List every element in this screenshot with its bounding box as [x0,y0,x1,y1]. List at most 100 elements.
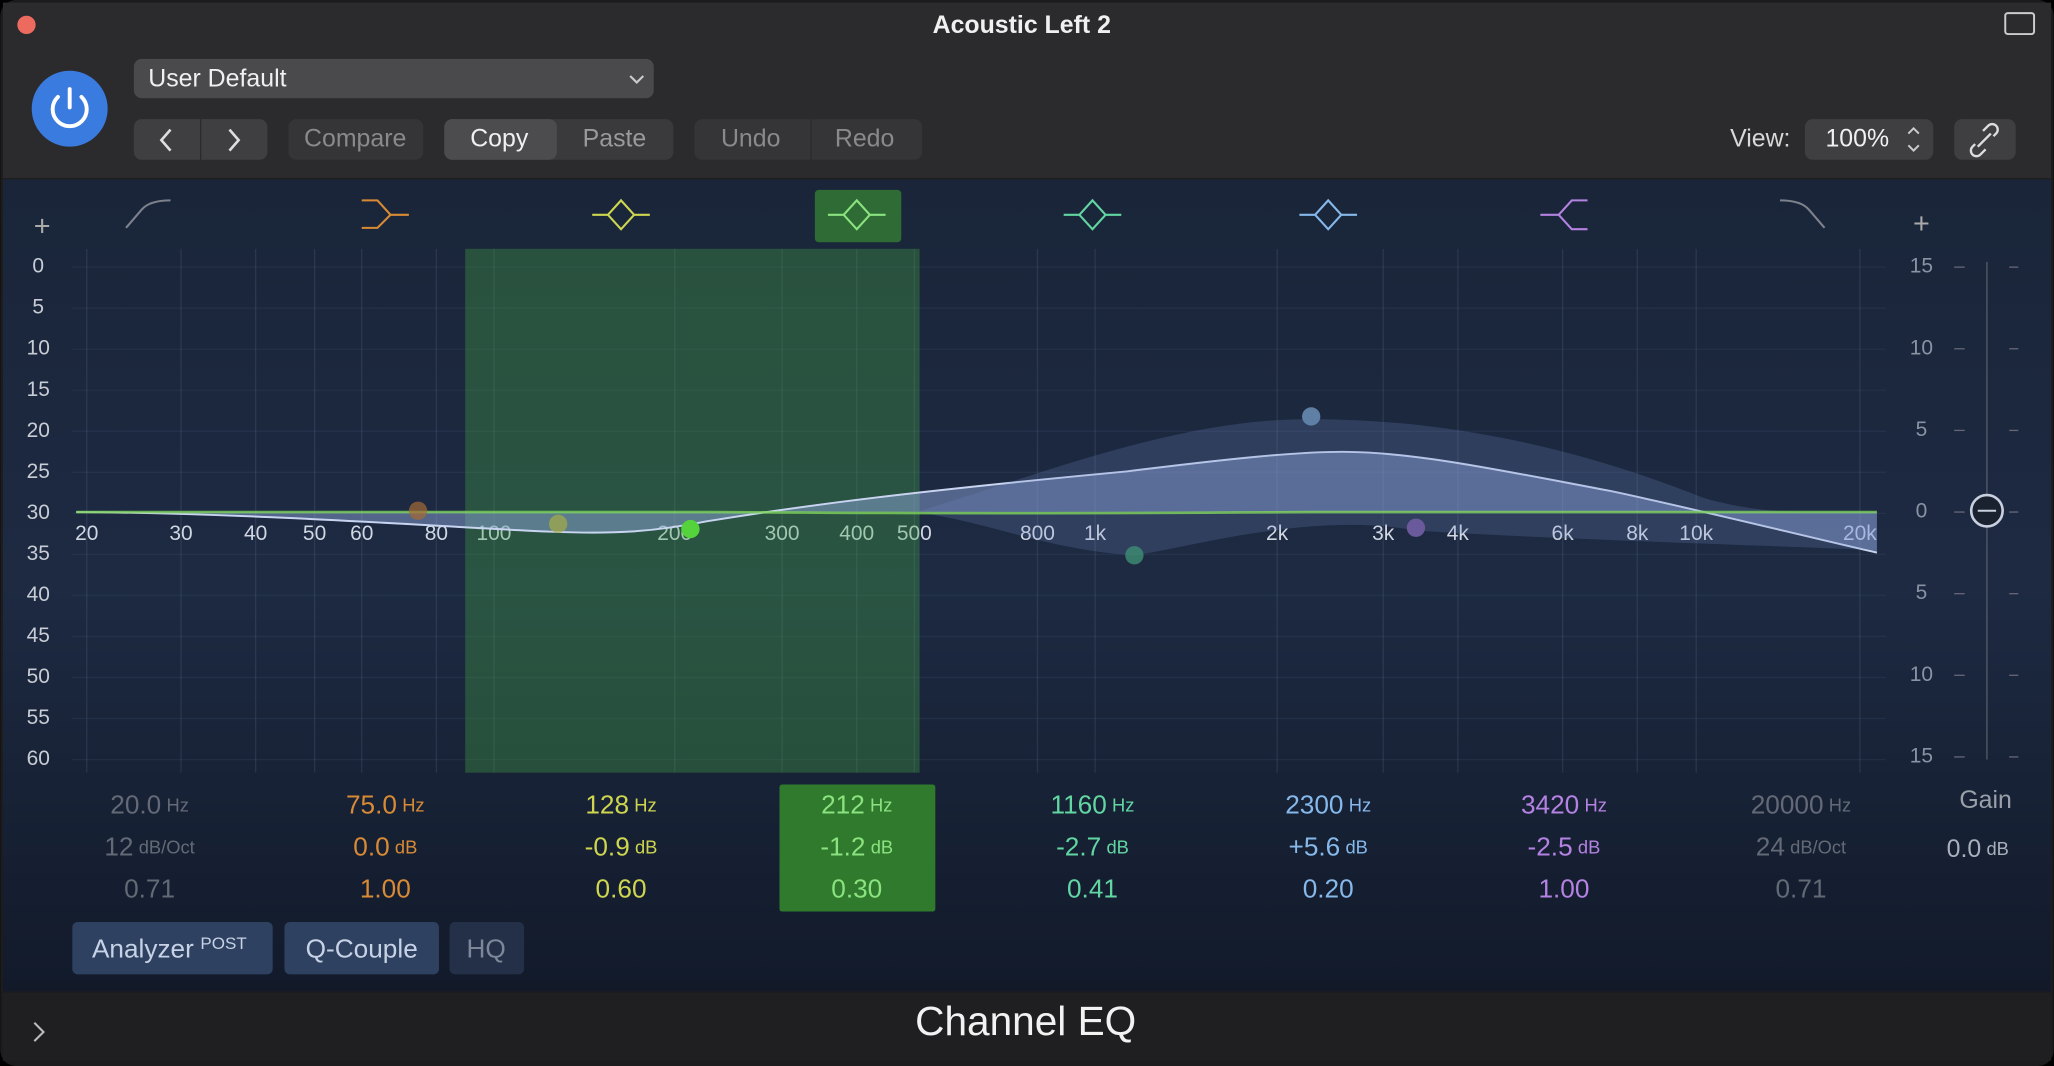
band-icon[interactable] [1299,198,1358,231]
left-axis-label: 30 [27,501,50,524]
freq-label: 50 [303,522,326,545]
band-q[interactable]: 1.00 [1538,873,1589,903]
q-couple-label: Q-Couple [306,934,418,964]
freq-label: 40 [244,522,267,545]
freq-label: 800 [1020,522,1055,545]
q-couple-button[interactable] [284,921,439,975]
band-q[interactable]: 0.60 [596,873,647,903]
band-freq-unit: Hz [1112,795,1134,816]
compare-label: Compare [304,125,406,153]
zoom-plus[interactable]: + [1913,208,1930,240]
plugin-name: Channel EQ [915,998,1136,1044]
gain-value: 0.0 dB [1947,834,2009,862]
band-icon[interactable] [125,199,171,229]
freq-label: 4k [1447,522,1470,545]
band-freq-value: 75.0 [346,790,397,820]
band-freq-value: 20.0 [110,790,161,820]
disclosure-arrow[interactable] [33,1022,45,1042]
band-q[interactable]: 1.00 [360,873,411,903]
band-gain-unit: dB/Oct [1790,836,1846,857]
band-icon[interactable] [592,198,650,231]
freq-label: 400 [839,522,874,545]
band-gain[interactable]: -1.2 dB [820,832,893,862]
band-gain[interactable]: 24 dB/Oct [1756,832,1846,862]
band-freq[interactable]: 20000 Hz [1751,790,1851,820]
band-q[interactable]: 0.30 [831,873,882,903]
band-handle[interactable] [549,514,568,533]
band-gain-value: 0.0 [353,832,389,862]
band-icon[interactable] [1063,198,1122,231]
band-freq[interactable]: 75.0 Hz [346,790,425,820]
band-gain-value: -1.2 [820,832,865,862]
band-gain-unit: dB [395,836,417,857]
band-icon[interactable] [361,199,409,229]
band-gain-value: -2.7 [1056,832,1101,862]
left-axis-label: 25 [27,460,50,483]
view-label: View: [1730,125,1790,153]
eq-curve [76,450,1878,554]
view-menu[interactable] [1804,119,1934,160]
band-icon[interactable] [1780,199,1826,229]
left-axis-label: 10 [27,337,50,360]
band-freq[interactable]: 2300 Hz [1285,790,1371,820]
undo-label[interactable]: Undo [721,125,780,153]
redo-label[interactable]: Redo [835,125,894,153]
paste-label[interactable]: Paste [583,125,647,153]
band-freq-value: 2300 [1285,790,1343,820]
band-q[interactable]: 0.71 [124,873,175,903]
band-freq[interactable]: 212 Hz [821,790,892,820]
band-freq[interactable]: 3420 Hz [1521,790,1607,820]
band-freq-unit: Hz [166,795,188,816]
band-freq[interactable]: 1160 Hz [1050,790,1134,820]
band-shape [916,419,1877,556]
band-gain[interactable]: -2.7 dB [1056,832,1129,862]
right-axis-label: 0 [1916,500,1928,523]
band-freq[interactable]: 128 Hz [585,790,656,820]
band-gain-unit: dB [635,836,657,857]
right-axis-label: 10 [1910,663,1933,686]
band-gain[interactable]: 12 dB/Oct [104,832,194,862]
gain-label: Gain [1959,786,2012,814]
band-gain-unit: dB/Oct [139,836,195,857]
analyzer-button[interactable] [72,921,273,975]
window-icon[interactable] [2004,12,2036,36]
band-freq[interactable]: 20.0 Hz [110,790,189,820]
band-handle[interactable] [408,501,428,520]
zoom-plus[interactable]: + [34,210,51,242]
band-icon[interactable] [827,198,886,231]
band-handle[interactable] [681,519,700,539]
band-gain-value: 24 [1756,832,1785,862]
left-axis-label: 50 [27,665,50,688]
band-icon[interactable] [1540,199,1588,231]
window-title: Acoustic Left 2 [933,11,1111,39]
band-gain[interactable]: -2.5 dB [1528,832,1601,862]
freq-label: 20 [75,522,98,545]
copy-button[interactable] [444,119,557,160]
left-axis-label: 20 [27,419,50,442]
hq-button[interactable] [449,921,525,975]
band-q[interactable]: 0.20 [1303,873,1354,903]
band-gain[interactable]: -0.9 dB [585,832,658,862]
band-handle[interactable] [1302,407,1321,426]
band-gain[interactable]: 0.0 dB [353,832,417,862]
band-q[interactable]: 0.41 [1067,873,1118,903]
band-handle[interactable] [1125,546,1144,565]
copy-label: Copy [470,125,529,153]
band-gain[interactable]: +5.6 dB [1289,832,1368,862]
freq-label: 80 [425,522,448,545]
freq-label: 30 [169,522,192,545]
band-q[interactable]: 0.71 [1775,873,1826,903]
band-freq-value: 128 [585,790,629,820]
band-handle[interactable] [1406,518,1426,537]
compare-button[interactable] [288,119,424,160]
band-highlight [779,784,936,912]
freq-label: 60 [350,522,373,545]
freq-label: 6k [1552,522,1575,545]
close-button[interactable] [17,15,36,35]
preset-menu[interactable] [133,58,654,99]
link-icon [1969,122,1999,158]
gain-number: 0.0 [1947,834,1982,862]
band-q-value: 0.20 [1303,873,1354,903]
